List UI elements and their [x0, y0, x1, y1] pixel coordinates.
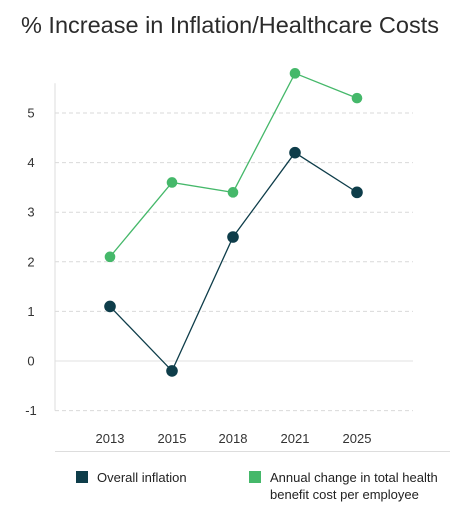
legend-label: Annual change in total health benefit co…: [270, 470, 438, 502]
data-point: [351, 186, 363, 199]
y-tick-label: 0: [27, 354, 34, 369]
x-tick-label: 2015: [158, 431, 187, 446]
y-tick-label: 3: [27, 205, 34, 220]
y-tick-label: 5: [27, 106, 34, 121]
series-line: [109, 72, 358, 258]
data-point: [289, 68, 301, 79]
legend-item-overall-inflation: Overall inflation: [76, 469, 272, 486]
data-point: [166, 365, 178, 377]
x-tick-labels: 2013 2015 2018 2021 2025: [96, 431, 372, 446]
data-point: [227, 187, 239, 198]
legend-label: Overall inflation: [97, 470, 187, 485]
axes: [54, 83, 413, 411]
data-point: [289, 146, 301, 159]
x-tick-label: 2018: [219, 431, 248, 446]
x-tick-label: 2013: [96, 431, 125, 446]
series: [104, 68, 363, 377]
y-tick-labels: 5 4 3 2 1 0 -1: [25, 106, 37, 419]
data-point: [104, 300, 116, 313]
data-point: [104, 251, 116, 263]
legend-divider: [55, 451, 450, 452]
y-tick-label: 4: [27, 155, 34, 170]
line-chart: 5 4 3 2 1 0 -1 2013 2015 2018 2021 2025: [25, 68, 413, 446]
x-tick-label: 2021: [281, 431, 310, 446]
legend-swatch-overall-inflation: [76, 471, 88, 483]
data-point: [227, 231, 239, 243]
chart-title: % Increase in Inflation/Healthcare Costs: [21, 12, 439, 38]
legend-swatch-health-benefit-cost: [249, 471, 261, 483]
x-tick-label: 2025: [343, 431, 372, 446]
y-tick-label: -1: [25, 403, 37, 418]
data-point: [351, 92, 363, 104]
y-tick-label: 1: [27, 304, 34, 319]
y-tick-label: 2: [27, 254, 34, 269]
data-point: [166, 177, 178, 188]
legend-item-health-benefit-cost: Annual change in total health benefit co…: [249, 469, 445, 503]
